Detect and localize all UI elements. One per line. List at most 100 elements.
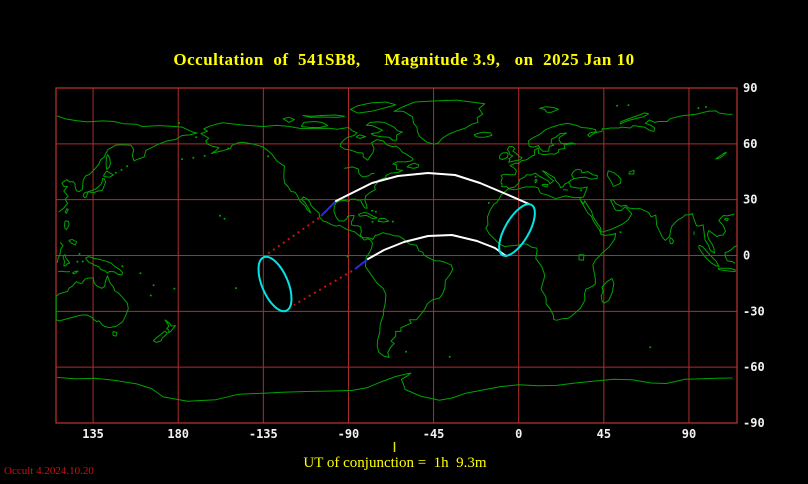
coastline-path: [393, 99, 486, 145]
coastline-path: [717, 267, 736, 272]
island-dot: [649, 346, 652, 349]
coastline-path: [72, 270, 79, 275]
island-dot: [173, 287, 176, 290]
coastline-path: [344, 166, 375, 178]
island-dot: [114, 171, 117, 174]
coastline-path: [698, 244, 720, 267]
coastline-path: [541, 183, 549, 188]
island-dot: [223, 217, 226, 220]
coastline-path: [349, 101, 397, 114]
island-dot: [120, 168, 123, 171]
island-dot: [371, 209, 374, 212]
coastline-path: [578, 254, 585, 261]
island-dot: [391, 220, 394, 223]
island-dot: [219, 214, 221, 217]
coastline-path: [473, 131, 493, 138]
coastline-path: [377, 218, 390, 223]
longitude-tick-label: 0: [515, 427, 522, 441]
coastline-path: [62, 254, 71, 267]
coastline-path: [55, 275, 129, 329]
shadow-uncertainty-ellipse: [257, 255, 293, 313]
island-dot: [121, 265, 124, 268]
island-dot: [139, 272, 142, 275]
island-dot: [81, 260, 84, 263]
longitude-tick-label: 135: [82, 427, 104, 441]
coastline-path: [724, 217, 729, 222]
coastline-path: [600, 277, 615, 304]
island-dot: [705, 106, 707, 108]
island-dot: [203, 154, 206, 157]
island-dot: [267, 155, 270, 158]
map-title: Occultation of 541SB8, Magnitude 3.9, on…: [173, 50, 635, 69]
latitude-tick-label: 30: [743, 193, 757, 207]
island-dot: [126, 165, 129, 168]
island-dot: [619, 231, 622, 234]
map-border: [55, 87, 738, 424]
coastline-path: [200, 122, 454, 358]
coastline-path: [534, 178, 538, 184]
coastline-path: [606, 170, 622, 188]
uncertainty-dotted-line-upper: [265, 217, 320, 256]
coastline-path: [103, 170, 114, 178]
longitude-tick-label: 180: [167, 427, 189, 441]
island-dot: [374, 210, 377, 213]
coastline-path: [628, 169, 635, 175]
latitude-tick-label: 90: [743, 81, 757, 95]
longitude-tick-label: 90: [682, 427, 696, 441]
coastline-path: [539, 106, 560, 113]
coastline-path: [669, 237, 675, 245]
occultation-path-north-limit: [335, 172, 530, 205]
coastline-path: [357, 211, 378, 219]
map-frame: [55, 87, 738, 424]
coastline-path: [164, 319, 177, 334]
longitude-tick-label: -135: [249, 427, 278, 441]
island-dot: [234, 287, 237, 290]
latitude-tick-label: -30: [743, 304, 765, 318]
coastline-path: [68, 239, 78, 246]
island-dot: [181, 158, 183, 161]
coastline-path: [64, 220, 70, 231]
island-dot: [78, 253, 81, 255]
island-dot: [76, 260, 79, 263]
twilight-limit-segment-lower: [354, 258, 369, 270]
coastline-path: [365, 121, 403, 141]
coastline-path: [152, 330, 168, 343]
island-dot: [627, 104, 630, 107]
conjunction-time-label: UT of conjunction = 1h 9.3m: [303, 455, 487, 471]
coastline-path: [112, 331, 118, 337]
island-dot: [195, 136, 198, 139]
longitude-tick-label: 45: [597, 427, 611, 441]
coastline-path: [507, 145, 523, 163]
coastline-path: [56, 242, 738, 264]
uncertainty-dotted-line-lower: [293, 270, 353, 306]
coastline-path: [282, 116, 295, 123]
island-dot: [371, 220, 374, 223]
shadow-uncertainty-ellipse: [498, 203, 536, 257]
island-dot: [697, 107, 700, 110]
coastline-path: [302, 114, 345, 118]
coastline-path: [85, 256, 124, 276]
island-dot: [534, 175, 537, 178]
island-dot: [487, 202, 490, 204]
occultation-overlay: [257, 172, 536, 452]
longitude-tick-label: -90: [338, 427, 360, 441]
coastline-path: [355, 134, 366, 139]
island-dot: [346, 255, 349, 258]
coastline-path: [499, 152, 509, 160]
coastline-path: [485, 186, 617, 321]
coastlines: [55, 99, 738, 402]
lat-lon-grid: [56, 88, 737, 423]
occultation-path-south-limit: [367, 234, 507, 260]
coastline-path: [64, 208, 69, 214]
longitude-tick-label: -45: [423, 427, 445, 441]
latitude-tick-label: -90: [743, 416, 765, 430]
coastline-path: [406, 162, 420, 169]
software-version-label: Occult 4.2024.10.20: [4, 465, 94, 477]
latitude-tick-label: 60: [743, 137, 757, 151]
twilight-limit-segment-upper: [320, 200, 337, 217]
latitude-tick-label: -60: [743, 360, 765, 374]
island-dot: [616, 104, 619, 107]
island-dot: [152, 284, 155, 287]
coastline-path: [715, 151, 727, 160]
